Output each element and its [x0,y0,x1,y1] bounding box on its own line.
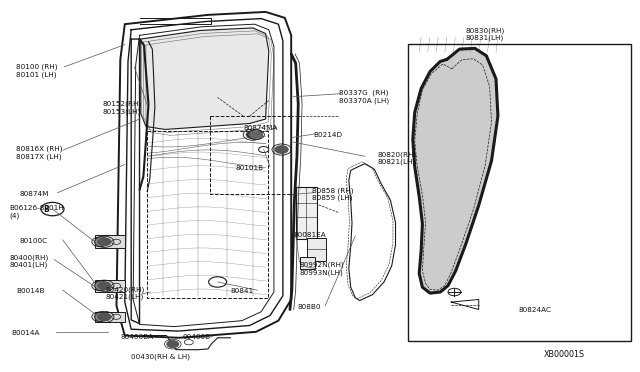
Text: 00400B: 00400B [182,334,211,340]
Text: 80874MA: 80874MA [243,125,278,131]
Circle shape [246,131,259,138]
Text: 80420(RH)
80421(LH): 80420(RH) 80421(LH) [106,286,145,300]
Circle shape [98,238,111,246]
Circle shape [275,146,288,153]
Circle shape [94,238,106,245]
Text: XB00001S: XB00001S [544,350,585,359]
Circle shape [98,313,111,321]
Text: 80100C: 80100C [19,238,47,244]
Polygon shape [95,280,125,292]
Circle shape [259,147,269,153]
Text: B: B [44,205,49,214]
Bar [408,44,631,341]
Text: B06126-8201H
(4): B06126-8201H (4) [10,205,65,219]
Text: 80337G  (RH)
803370A (LH): 80337G (RH) 803370A (LH) [339,90,389,104]
Polygon shape [413,48,498,293]
Circle shape [98,282,111,289]
Text: B0014A: B0014A [12,330,40,336]
Text: B0214D: B0214D [314,132,343,138]
Circle shape [94,313,106,320]
Text: 80100 (RH)
80101 (LH): 80100 (RH) 80101 (LH) [16,64,58,78]
Polygon shape [95,312,125,322]
Polygon shape [300,257,315,269]
Text: 80874M: 80874M [19,191,49,197]
Text: B0014B: B0014B [16,288,45,294]
Polygon shape [296,187,317,239]
Text: 80824AC: 80824AC [518,307,552,312]
Circle shape [250,131,262,138]
Polygon shape [349,164,396,301]
Text: 80400(RH)
80401(LH): 80400(RH) 80401(LH) [10,254,49,268]
Text: 80830(RH)
80831(LH): 80830(RH) 80831(LH) [466,27,505,41]
Text: 80101B: 80101B [236,165,264,171]
Polygon shape [307,238,326,261]
Polygon shape [116,12,291,338]
Text: 80841: 80841 [230,288,253,294]
Text: 80081EA: 80081EA [293,232,326,238]
Circle shape [94,283,106,289]
Text: 80992N(RH)
80993N(LH): 80992N(RH) 80993N(LH) [300,262,344,276]
Text: 00430(RH & LH): 00430(RH & LH) [131,354,190,360]
Circle shape [167,341,179,347]
Polygon shape [141,28,269,129]
Circle shape [209,277,227,287]
Text: 80816X (RH)
80817X (LH): 80816X (RH) 80817X (LH) [16,145,63,160]
Text: 80820(RH)
80821(LH): 80820(RH) 80821(LH) [378,151,417,165]
Polygon shape [95,235,125,248]
Text: 80858 (RH)
80859 (LH): 80858 (RH) 80859 (LH) [312,187,354,201]
Text: 80152(RH)
80153(LH): 80152(RH) 80153(LH) [102,101,141,115]
Text: 808B0: 808B0 [298,304,321,310]
Text: 80400BA: 80400BA [120,334,154,340]
Circle shape [448,288,461,296]
